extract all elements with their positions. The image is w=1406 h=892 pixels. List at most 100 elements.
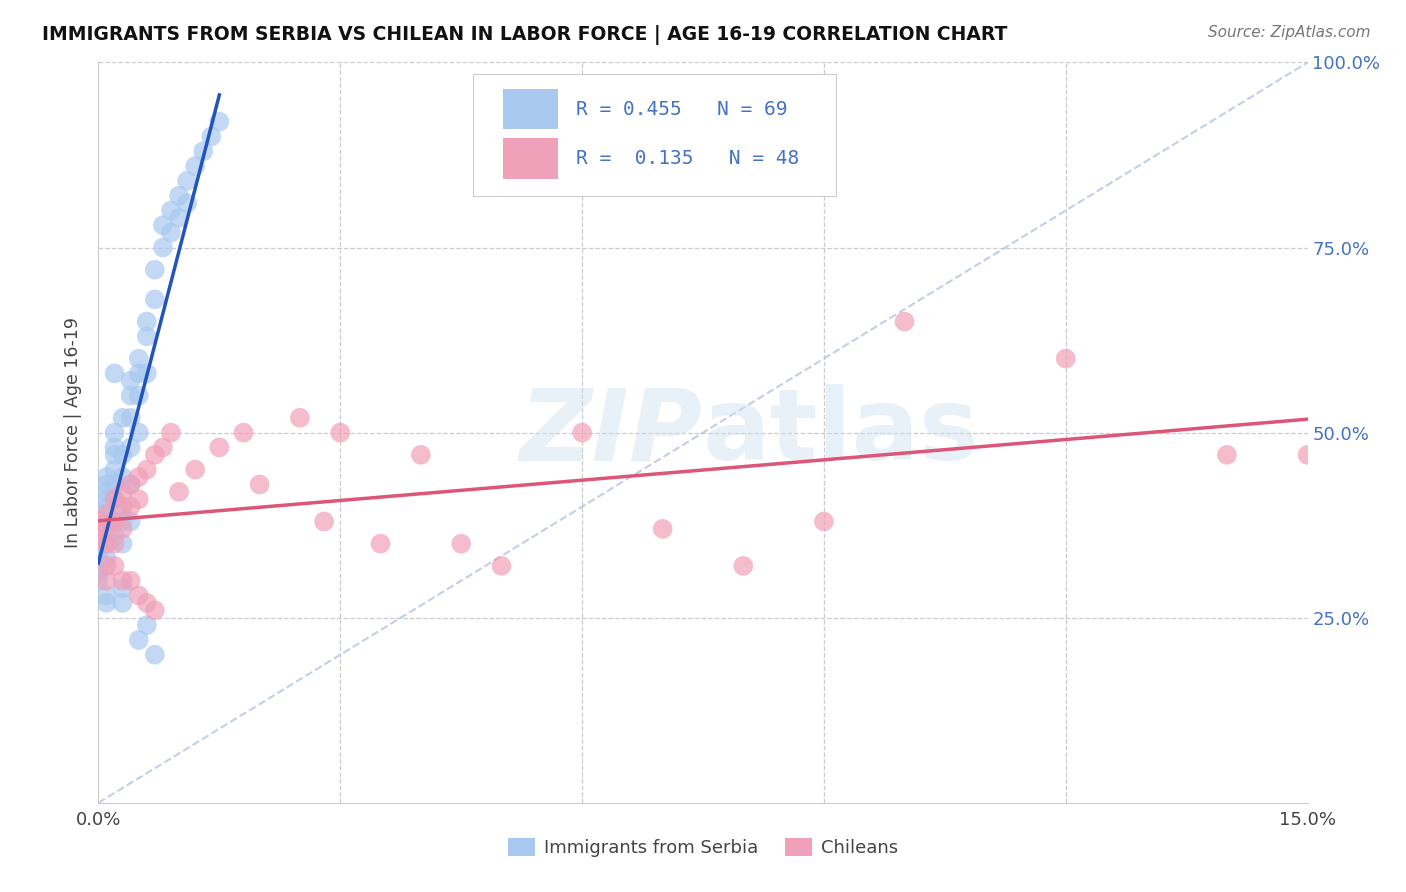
Point [103,477,125,491]
Point [135,462,157,476]
Point [111,515,134,529]
Point [96,536,118,550]
Point [329,425,352,440]
Point [143,448,166,462]
Point [87,515,110,529]
Point [370,536,392,550]
Text: ZIP: ZIP [520,384,703,481]
Point [96,484,118,499]
Point [184,462,207,476]
Point [87,558,110,573]
Point [135,618,157,632]
Point [120,477,142,491]
Point [813,515,835,529]
Point [120,500,142,514]
Point [176,174,198,188]
Point [96,589,118,603]
Point [96,529,118,543]
Point [1054,351,1077,366]
Point [96,558,118,573]
Point [103,492,125,507]
FancyBboxPatch shape [503,138,558,179]
Point [571,425,593,440]
Point [87,515,110,529]
Point [111,522,134,536]
Point [96,507,118,521]
Point [128,367,150,381]
Point [87,551,110,566]
Point [103,558,125,573]
Point [87,522,110,536]
Point [208,441,231,455]
Point [167,484,190,499]
Point [135,596,157,610]
Point [111,574,134,588]
Point [491,558,513,573]
Point [103,367,125,381]
Point [152,441,174,455]
Point [143,262,166,277]
Point [96,536,118,550]
Point [103,529,125,543]
Y-axis label: In Labor Force | Age 16-19: In Labor Force | Age 16-19 [65,318,83,548]
Point [208,114,231,128]
Point [232,425,254,440]
Text: R =  0.135   N = 48: R = 0.135 N = 48 [576,149,799,169]
Point [87,529,110,543]
Point [160,203,183,218]
Point [143,293,166,307]
Point [111,581,134,595]
Point [87,566,110,581]
FancyBboxPatch shape [474,73,837,195]
Point [143,603,166,617]
Point [193,145,215,159]
Point [120,477,142,491]
Point [96,596,118,610]
Point [120,388,142,402]
Point [87,544,110,558]
Point [128,492,150,507]
Point [128,470,150,484]
Point [87,574,110,588]
Point [450,536,472,550]
Point [87,522,110,536]
Point [152,240,174,255]
Point [128,388,150,402]
Point [152,219,174,233]
Text: IMMIGRANTS FROM SERBIA VS CHILEAN IN LABOR FORCE | AGE 16-19 CORRELATION CHART: IMMIGRANTS FROM SERBIA VS CHILEAN IN LAB… [42,25,1008,45]
Point [103,448,125,462]
Point [111,484,134,499]
Point [143,648,166,662]
Point [111,596,134,610]
Point [314,515,336,529]
Point [111,500,134,514]
Point [96,551,118,566]
Point [103,492,125,507]
Point [893,314,915,328]
Point [1296,448,1319,462]
Point [160,226,183,240]
Point [200,129,222,144]
Text: atlas: atlas [703,384,980,481]
Text: Source: ZipAtlas.com: Source: ZipAtlas.com [1208,25,1371,40]
Point [733,558,755,573]
Point [111,470,134,484]
Point [1216,448,1239,462]
Point [103,536,125,550]
Point [103,462,125,476]
Legend: Immigrants from Serbia, Chileans: Immigrants from Serbia, Chileans [501,830,905,864]
FancyBboxPatch shape [503,88,558,129]
Point [135,314,157,328]
Point [288,410,311,425]
Point [167,211,190,225]
Point [135,329,157,343]
Point [128,425,150,440]
Point [96,522,118,536]
Point [96,515,118,529]
Point [96,492,118,507]
Point [128,589,150,603]
Point [103,515,125,529]
Point [103,515,125,529]
Point [96,574,118,588]
Point [111,536,134,550]
